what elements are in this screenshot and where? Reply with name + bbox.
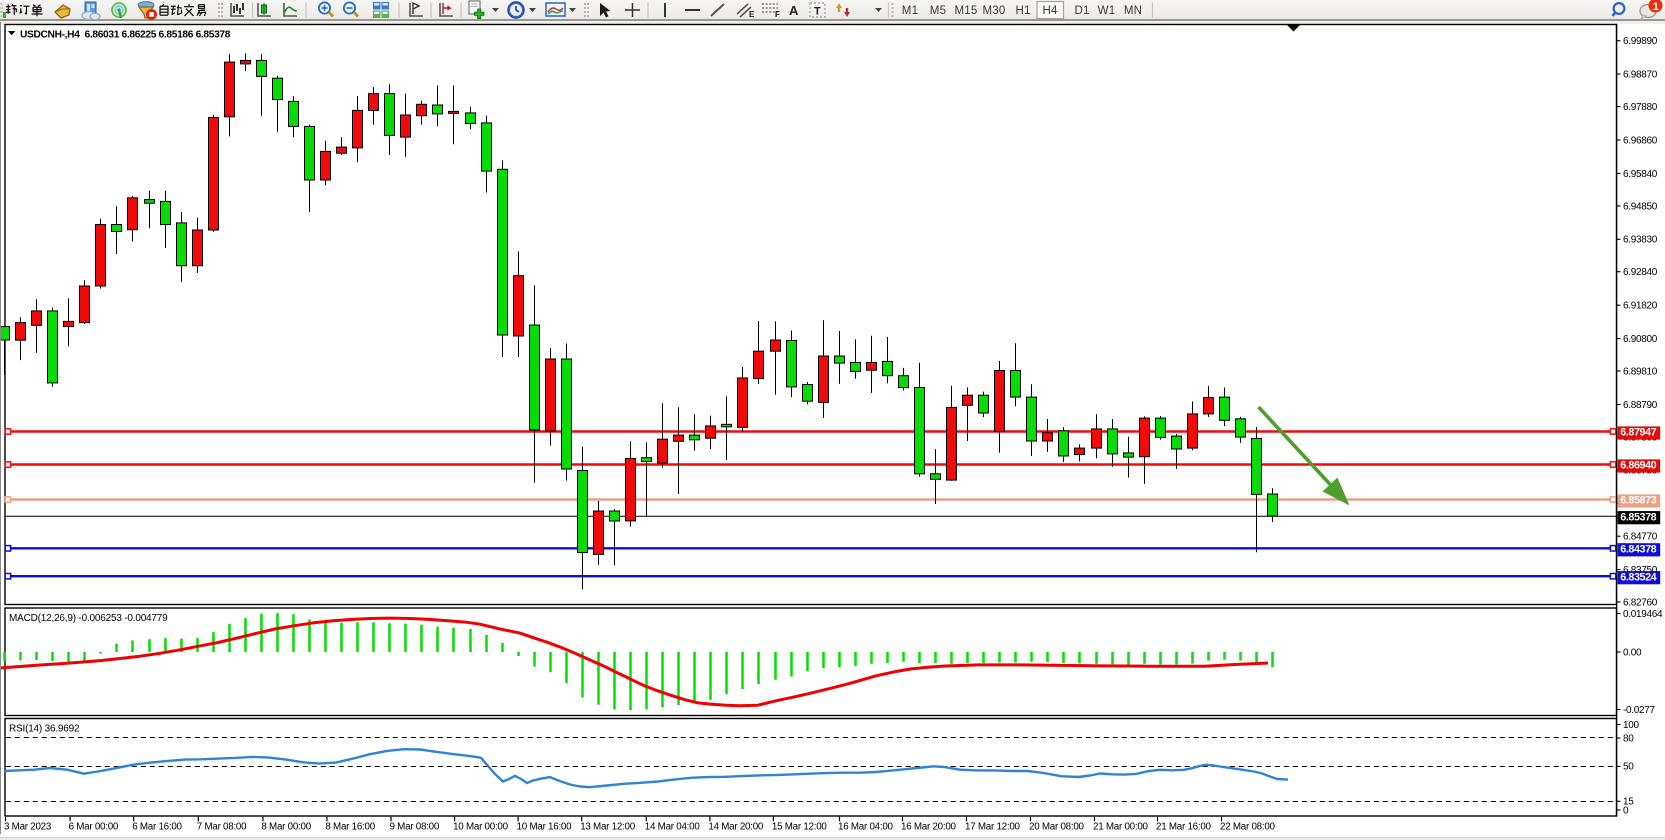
svg-text:D1: D1 [1074,5,1089,17]
svg-text:W1: W1 [1098,5,1116,17]
svg-text:MN: MN [1124,5,1142,17]
svg-text:9 Mar 08:00: 9 Mar 08:00 [390,822,440,833]
svg-text:6.86940: 6.86940 [1620,460,1656,472]
svg-text:0: 0 [1623,805,1629,816]
svg-text:14 Mar 04:00: 14 Mar 04:00 [645,822,701,833]
svg-text:6.91820: 6.91820 [1623,301,1658,312]
svg-text:10 Mar 00:00: 10 Mar 00:00 [453,822,509,833]
svg-text:3 Mar 2023: 3 Mar 2023 [4,822,52,833]
svg-text:6.97880: 6.97880 [1623,102,1658,113]
svg-text:A: A [789,3,799,18]
svg-text:13 Mar 12:00: 13 Mar 12:00 [580,822,636,833]
svg-text:6.89810: 6.89810 [1623,366,1658,377]
svg-text:M30: M30 [983,5,1006,17]
svg-text:7 Mar 08:00: 7 Mar 08:00 [197,822,247,833]
svg-text:1: 1 [1653,1,1659,13]
svg-text:6.84378: 6.84378 [1620,544,1656,556]
svg-text:F: F [775,10,780,19]
svg-text:6 Mar 00:00: 6 Mar 00:00 [69,822,119,833]
svg-text:6.83750: 6.83750 [1623,565,1658,576]
svg-text:H4: H4 [1042,5,1058,17]
svg-text:0.019464: 0.019464 [1623,609,1663,620]
svg-text:8 Mar 16:00: 8 Mar 16:00 [325,822,375,833]
svg-text:6.94850: 6.94850 [1623,201,1658,212]
svg-text:6.85378: 6.85378 [1620,511,1656,523]
svg-text:20 Mar 08:00: 20 Mar 08:00 [1029,822,1085,833]
svg-text:6 Mar 16:00: 6 Mar 16:00 [132,822,182,833]
svg-text:6.93830: 6.93830 [1623,235,1658,246]
svg-text:MACD(12,26,9) -0.006253 -0.004: MACD(12,26,9) -0.006253 -0.004779 [9,613,168,624]
svg-text:H1: H1 [1015,5,1030,17]
svg-text:50: 50 [1623,762,1634,773]
svg-text:M5: M5 [930,5,946,17]
svg-text:M1: M1 [902,5,918,17]
svg-text:8 Mar 00:00: 8 Mar 00:00 [261,822,311,833]
svg-text:RSI(14) 36.9692: RSI(14) 36.9692 [9,724,80,735]
svg-text:15 Mar 12:00: 15 Mar 12:00 [772,822,828,833]
svg-text:-0.0277: -0.0277 [1623,705,1656,716]
svg-text:6.83524: 6.83524 [1620,571,1656,583]
svg-text:USDCNH-,H4 6.86031 6.86225 6.: USDCNH-,H4 6.86031 6.86225 6.85186 6.853… [20,30,231,41]
svg-text:6.82760: 6.82760 [1623,597,1658,608]
svg-text:0.00: 0.00 [1623,647,1642,658]
svg-text:6.95840: 6.95840 [1623,169,1658,180]
svg-text:6.84770: 6.84770 [1623,532,1658,543]
svg-text:E: E [749,10,755,19]
svg-text:6.99890: 6.99890 [1623,36,1658,47]
svg-text:16 Mar 04:00: 16 Mar 04:00 [838,822,894,833]
svg-text:6.96860: 6.96860 [1623,135,1658,146]
svg-text:6.87947: 6.87947 [1620,427,1656,439]
svg-text:6.88790: 6.88790 [1623,400,1658,411]
svg-text:16 Mar 20:00: 16 Mar 20:00 [901,822,957,833]
svg-text:10 Mar 16:00: 10 Mar 16:00 [517,822,573,833]
svg-text:15: 15 [1623,797,1634,808]
svg-text:21 Mar 16:00: 21 Mar 16:00 [1156,822,1212,833]
svg-text:22 Mar 08:00: 22 Mar 08:00 [1220,822,1276,833]
svg-text:21 Mar 00:00: 21 Mar 00:00 [1093,822,1149,833]
svg-text:T: T [814,6,821,18]
svg-text:14 Mar 20:00: 14 Mar 20:00 [708,822,764,833]
svg-text:100: 100 [1623,720,1640,731]
svg-text:80: 80 [1623,733,1634,744]
svg-text:6.92840: 6.92840 [1623,267,1658,278]
svg-text:6.98870: 6.98870 [1623,70,1658,81]
svg-text:6.85873: 6.85873 [1620,495,1656,507]
svg-text:6.90800: 6.90800 [1623,334,1658,345]
svg-text:17 Mar 12:00: 17 Mar 12:00 [965,822,1021,833]
svg-text:M15: M15 [955,5,978,17]
